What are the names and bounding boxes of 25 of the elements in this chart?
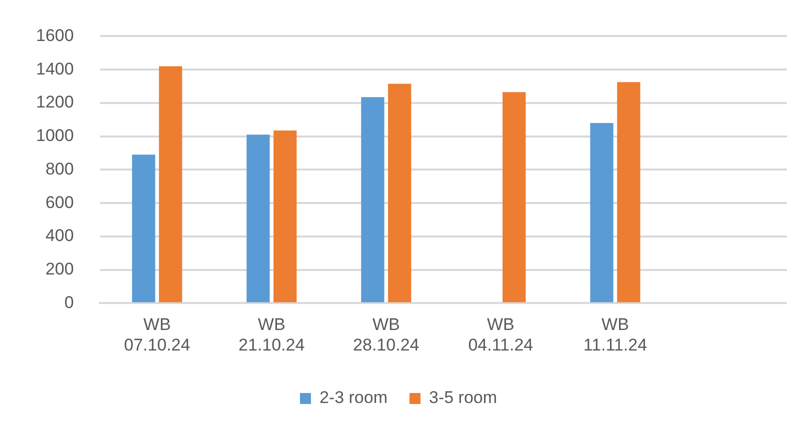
bar — [132, 154, 156, 302]
y-tick-label: 1600 — [36, 26, 74, 45]
bar — [158, 66, 182, 302]
bar — [274, 130, 297, 302]
bar — [617, 82, 640, 302]
x-tick-label: WB 07.10.24 — [124, 315, 190, 354]
bar — [246, 134, 270, 302]
legend-label: 3-5 room — [429, 388, 498, 408]
y-tick-label: 1400 — [36, 59, 74, 78]
y-tick-label: 0 — [64, 292, 74, 312]
y-tick-label: 1200 — [36, 92, 74, 112]
y-tick-label: 400 — [45, 226, 74, 246]
bar — [388, 84, 412, 302]
y-tick-label: 600 — [45, 192, 74, 212]
x-tick-label: WB 11.11.24 — [583, 315, 648, 354]
bar — [502, 92, 526, 302]
x-tick-label: WB 21.10.24 — [238, 315, 305, 354]
legend-label: 2-3 room — [319, 388, 388, 408]
y-tick-label: 800 — [45, 159, 74, 178]
y-tick-label: 1000 — [36, 126, 74, 146]
x-tick-label: WB 04.11.24 — [468, 315, 534, 354]
x-tick-label: WB 28.10.24 — [353, 315, 420, 354]
bar — [590, 122, 614, 302]
y-tick-label: 200 — [45, 260, 74, 279]
bar — [361, 97, 384, 302]
